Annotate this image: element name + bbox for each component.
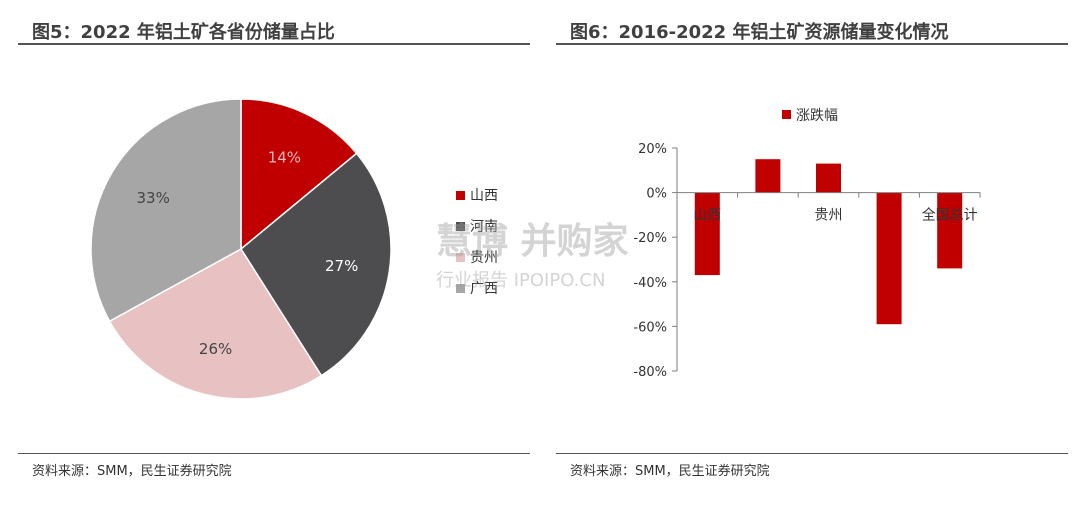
legend-swatch xyxy=(456,284,465,293)
figure-5-panel: 图5：2022 年铝土矿各省份储量占比 14% 27% 26% 33% 山西河南贵州广西… xyxy=(18,0,530,505)
pie-slice xyxy=(108,248,323,400)
legend-label: 贵州 xyxy=(470,250,498,266)
bar xyxy=(694,192,720,276)
legend-swatch xyxy=(782,110,791,119)
legend-label: 山西 xyxy=(470,188,498,204)
bar xyxy=(755,159,781,193)
y-tick-label: -60% xyxy=(633,320,667,335)
y-tick-label: -40% xyxy=(633,276,667,291)
bar xyxy=(816,163,841,193)
figure-6-title: 图6：2016-2022 年铝土矿资源储量变化情况 xyxy=(570,22,949,43)
pie-slice xyxy=(240,152,392,377)
legend-swatch xyxy=(456,253,465,262)
legend-label: 广西 xyxy=(470,281,498,297)
pie-data-label: 27% xyxy=(325,257,358,275)
legend-label: 河南 xyxy=(470,219,498,235)
pie-data-label: 14% xyxy=(268,149,301,167)
bar xyxy=(937,192,963,269)
legend-swatch xyxy=(456,191,465,200)
pie-slice xyxy=(240,98,358,251)
x-tick-label: 贵州 xyxy=(815,208,843,224)
pie-data-label: 33% xyxy=(137,189,170,207)
figure-5-top-rule xyxy=(18,43,530,45)
figure-6-bottom-rule xyxy=(556,453,1068,454)
pie-slice xyxy=(90,98,242,323)
y-tick-label: 0% xyxy=(646,187,667,202)
legend-label: 涨跌幅 xyxy=(796,108,838,124)
y-tick-label: 20% xyxy=(638,142,667,157)
figure-5-bottom-rule xyxy=(18,453,530,454)
y-tick-label: -80% xyxy=(633,365,667,380)
bar-chart: 20% 0% -20% -40% -60% -80% 山西 贵州 全国总计 涨跌幅 xyxy=(633,108,981,380)
figure-6-source: 资料来源：SMM，民生证券研究院 xyxy=(570,464,770,479)
figure-6-panel: 图6：2016-2022 年铝土矿资源储量变化情况 20% 0% -20% -40% -… xyxy=(556,0,1068,505)
figure-5-title: 图5：2022 年铝土矿各省份储量占比 xyxy=(32,22,335,43)
pie-data-label: 26% xyxy=(199,340,232,358)
figure-5-source: 资料来源：SMM，民生证券研究院 xyxy=(32,464,232,479)
legend-swatch xyxy=(456,222,465,231)
y-tick-label: -20% xyxy=(633,231,667,246)
x-tick-label: 全国总计 xyxy=(922,207,978,224)
bar xyxy=(876,192,902,325)
x-tick-label: 山西 xyxy=(693,208,721,224)
figure-6-top-rule xyxy=(556,43,1068,45)
